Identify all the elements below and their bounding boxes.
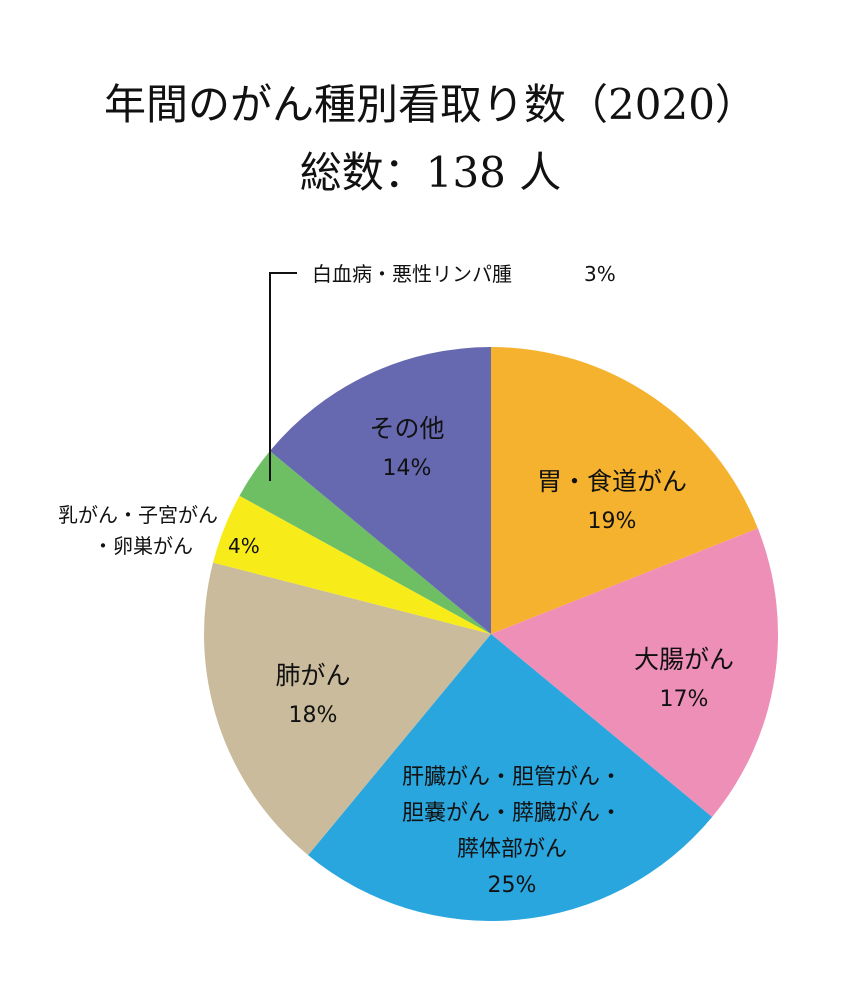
pie-slice-6 bbox=[239, 451, 491, 634]
slice-label-2-line-1: 大腸がん bbox=[634, 645, 734, 674]
slice-pct-4: 18% bbox=[289, 703, 338, 728]
pie-slice-5 bbox=[213, 495, 491, 634]
leader-line-group bbox=[269, 272, 297, 481]
chart-subtitle-total: 総数：138 人 bbox=[299, 148, 562, 197]
slice-label-5-line-2: ・卵巣がん bbox=[93, 534, 193, 558]
pie-slices bbox=[204, 347, 779, 922]
slice-label-1-line-1: 胃・食道がん bbox=[537, 467, 687, 496]
pie-slice-3 bbox=[308, 634, 713, 922]
slice-label-3-line-1: 肝臓がん・胆管がん・ bbox=[402, 765, 622, 790]
pie-slice-2 bbox=[491, 528, 779, 817]
pie-slice-1 bbox=[491, 347, 758, 634]
slice-labels: 胃・食道がん 19% 大腸がん 17% 肝臓がん・胆管がん・胆嚢がん・膵臓がん・膵体部が… bbox=[58, 262, 734, 898]
pie-slice-4 bbox=[204, 562, 491, 856]
slice-pct-6: 3% bbox=[584, 262, 616, 286]
pie-slice-7 bbox=[269, 347, 491, 634]
slice-pct-3: 25% bbox=[488, 873, 537, 898]
slice-pct-7: 14% bbox=[383, 456, 432, 481]
slice-label-3-line-2: 胆嚢がん・膵臓がん・ bbox=[402, 801, 622, 826]
slice-label-7-line-1: その他 bbox=[369, 414, 444, 443]
slice-label-5-line-1: 乳がん・子宮がん bbox=[58, 503, 218, 527]
leader-line bbox=[269, 272, 297, 481]
slice-pct-2: 17% bbox=[660, 687, 709, 712]
slice-label-3-line-3: 膵体部がん bbox=[457, 837, 567, 862]
slice-label-6-line-1: 白血病・悪性リンパ腫 bbox=[312, 262, 512, 286]
slice-pct-5: 4% bbox=[228, 534, 260, 558]
slice-label-4-line-1: 肺がん bbox=[275, 661, 350, 690]
chart-title: 年間のがん種別看取り数（2020） bbox=[104, 80, 757, 129]
slice-pct-1: 19% bbox=[588, 509, 637, 534]
